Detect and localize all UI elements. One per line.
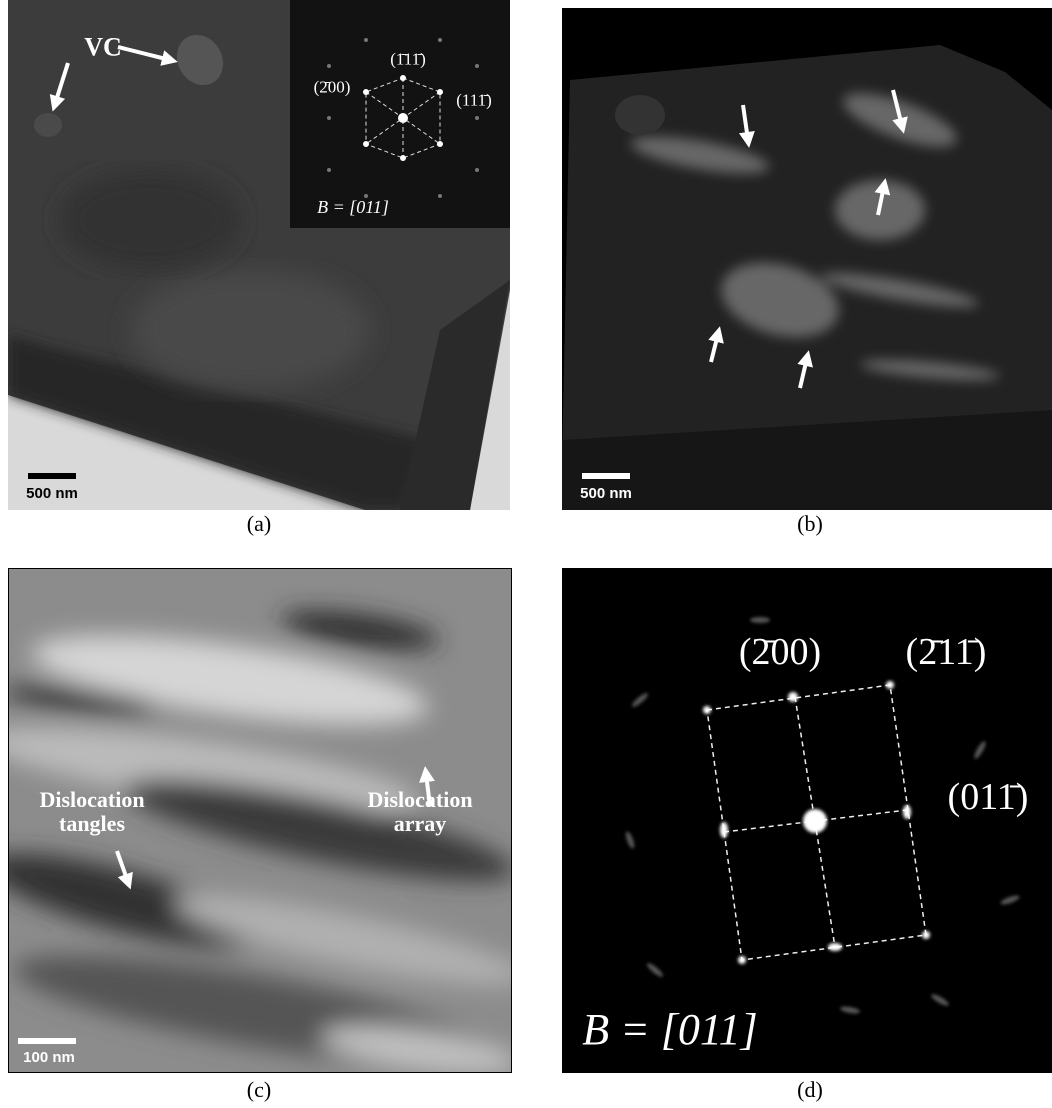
spot-label: (1̄11̄) <box>390 51 426 70</box>
page: VC (2̄00) (1̄11̄) (111̄) B = [011] 500 n… <box>0 0 1052 1108</box>
caption: (d) <box>797 1078 823 1102</box>
zone-axis: B = [011] <box>582 1006 758 1054</box>
caption: (c) <box>247 1078 271 1102</box>
scale-bar-label: 500 nm <box>26 486 78 503</box>
micrograph-b <box>562 8 1052 510</box>
annotation: Dislocation tangles <box>39 788 144 836</box>
spot-label: (011̄) <box>948 777 1029 819</box>
spot-label: (2̄11̄) <box>906 632 987 674</box>
scale-bar-label: 100 nm <box>23 1050 75 1067</box>
caption: (b) <box>797 512 823 536</box>
spot-label: (2̄00) <box>314 79 351 98</box>
caption: (a) <box>247 512 271 536</box>
zone-axis: B = [011] <box>317 198 389 218</box>
annotation: Dislocation array <box>367 788 472 836</box>
spot-label: (111̄) <box>456 92 492 111</box>
figure <box>0 0 1052 1108</box>
micrograph-a <box>8 0 510 510</box>
scale-bar-label: 500 nm <box>580 486 632 503</box>
annotation: VC <box>84 34 122 63</box>
spot-label: (2̄00) <box>739 632 821 674</box>
